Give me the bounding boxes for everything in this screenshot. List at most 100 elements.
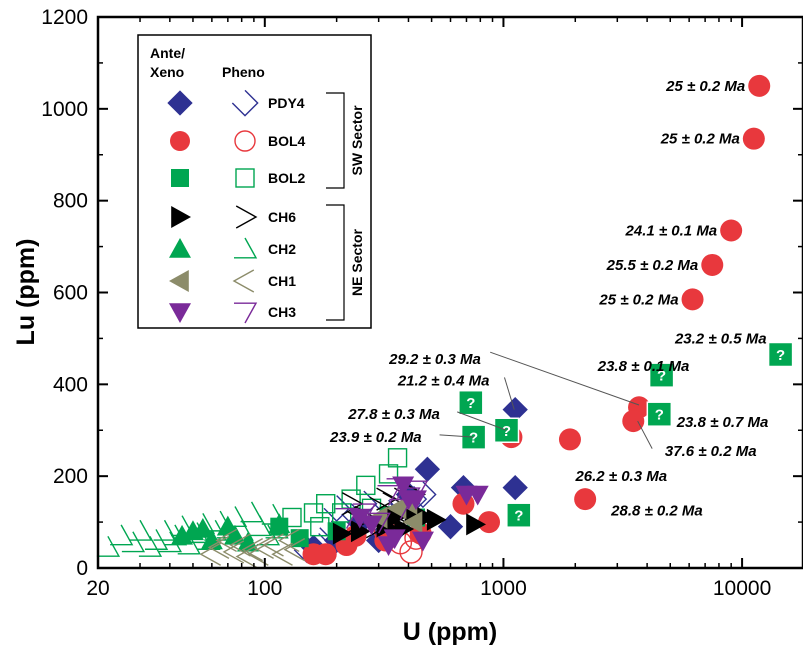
unknown-points: ??????? (458, 341, 794, 528)
data-point-ch1-pheno (241, 538, 264, 562)
data-point-ch6-ante (350, 520, 371, 543)
legend-marker-ante-ch2 (169, 238, 191, 258)
data-point-ch3-ante (411, 531, 434, 552)
x-tick-label: 10000 (713, 577, 771, 600)
unknown-point-box (458, 389, 484, 416)
legend-sector-label: NE Sector (349, 228, 365, 295)
legend-marker-pheno-ch6 (235, 205, 258, 229)
data-point-ch2-ante (216, 515, 239, 536)
data-point-ch1-ante (402, 511, 423, 534)
unknown-point-box (506, 502, 532, 528)
data-point-ch3-ante (392, 476, 415, 497)
age-annotation: 23.8 ± 0.1 Ma (597, 358, 690, 375)
data-point-ch1-pheno (252, 535, 274, 559)
data-point-bol4-ante (701, 253, 724, 276)
data-point-ch6-ante (466, 513, 486, 536)
data-point-bol2-pheno (310, 516, 330, 537)
legend-marker-pheno-ch3 (234, 302, 258, 324)
leader-line (439, 434, 474, 438)
legend-marker-pheno-bol2 (235, 168, 255, 188)
legend-marker-ante-ch1 (169, 270, 189, 292)
leader-line (637, 420, 653, 449)
age-annotation: 25 ± 0.2 Ma (665, 78, 745, 95)
data-point-ch1-pheno (235, 544, 258, 569)
legend-label-ch3: CH3 (268, 304, 296, 320)
data-point-ch2-pheno (177, 533, 201, 555)
unknown-point-mark: ? (657, 368, 666, 385)
data-point-ch2-pheno (110, 524, 134, 546)
data-point-ch3-ante (360, 515, 383, 536)
leader-lines-layer (439, 351, 653, 449)
y-tick-label: 600 (53, 282, 88, 305)
age-annotation: 27.8 ± 0.3 Ma (347, 406, 440, 423)
data-point-ch2-pheno (129, 519, 153, 541)
y-tick-label: 400 (53, 373, 88, 396)
leader-line (490, 351, 640, 406)
data-point-ch1-pheno (207, 535, 230, 559)
data-point-pdy4-ante (502, 396, 528, 423)
data-point-bol2-pheno (387, 448, 408, 468)
legend-marker-ante-ch3 (169, 303, 191, 323)
data-point-bol4-ante (574, 488, 597, 511)
legend-marker-pheno-ch1 (232, 269, 255, 293)
age-annotation: 28.8 ± 0.2 Ma (610, 503, 703, 520)
data-point-ch3-ante (377, 536, 400, 557)
legend-label-ch6: CH6 (268, 209, 296, 225)
data-point-bol4-ante (720, 219, 743, 242)
legend-marker-pheno-pdy4 (231, 89, 259, 117)
data-point-ch6-ante (332, 522, 353, 545)
data-point-ch6-ante (385, 506, 406, 529)
unknown-point-mark: ? (514, 508, 523, 525)
unknown-point-mark: ? (502, 423, 511, 440)
data-point-bol2-pheno (378, 464, 399, 484)
age-annotation: 23.9 ± 0.2 Ma (329, 429, 422, 446)
data-point-ch1-pheno (247, 542, 269, 566)
age-annotation: 25 ± 0.2 Ma (660, 131, 740, 148)
age-annotation: 24.1 ± 0.1 Ma (625, 223, 718, 240)
data-point-ch1-pheno (271, 542, 293, 566)
series-ch2 (96, 501, 291, 557)
data-point-ch2-pheno (121, 531, 146, 553)
unknown-point-mark: ? (655, 407, 664, 424)
data-point-ch2-pheno (248, 515, 272, 537)
x-tick-label: 20 (86, 577, 109, 600)
annotations-layer: 25 ± 0.2 Ma 25 ± 0.2 Ma 24.1 ± 0.1 Ma 25.5 … (329, 78, 768, 520)
y-tick-label: 1000 (41, 98, 88, 121)
data-point-ch2-ante (268, 513, 291, 534)
leader-line (457, 411, 507, 431)
data-point-bol2-pheno (282, 507, 302, 528)
data-point-ch2-pheno (144, 529, 169, 550)
legend-label-ch1: CH1 (268, 273, 296, 289)
data-point-bol4-ante (622, 410, 645, 433)
data-point-ch3-ante (455, 485, 478, 506)
data-point-ch3-pheno (367, 512, 391, 534)
y-axis-title: Lu (ppm) (12, 239, 40, 346)
legend-sector-bracket (326, 92, 345, 189)
legend-marker-pheno-ch2 (234, 237, 258, 259)
y-tick-label: 200 (53, 465, 88, 488)
legend-marker-ante-ch6 (171, 206, 191, 228)
data-point-bol4-ante (314, 543, 337, 566)
legend-marker-ante-pdy4 (167, 90, 193, 116)
data-point-ch2-pheno (158, 531, 183, 553)
data-point-bol4-ante (478, 511, 501, 534)
legend-header-ante: Ante/ (150, 45, 185, 61)
data-point-bol4-ante (748, 74, 771, 97)
data-point-bol4-ante (681, 288, 704, 311)
data-point-pdy4-ante (502, 474, 528, 501)
data-point-ch2-pheno (240, 501, 264, 523)
legend-header-pheno: Pheno (222, 64, 265, 80)
series-ch3 (335, 476, 489, 557)
series-ch1 (199, 492, 423, 569)
legend-label-ch2: CH2 (268, 241, 296, 257)
data-point-bol4-ante (742, 127, 765, 150)
y-tick-label: 1200 (41, 6, 88, 29)
data-point-bol2-ante (290, 529, 309, 548)
age-annotation: 23.2 ± 0.5 Ma (674, 330, 767, 347)
legend-sector-bracket (326, 204, 345, 321)
data-point-ch3-ante (404, 490, 427, 511)
legend-sector-label: SW Sector (349, 105, 365, 176)
data-point-ch1-pheno (199, 542, 222, 566)
unknown-point-mark: ? (469, 430, 478, 447)
